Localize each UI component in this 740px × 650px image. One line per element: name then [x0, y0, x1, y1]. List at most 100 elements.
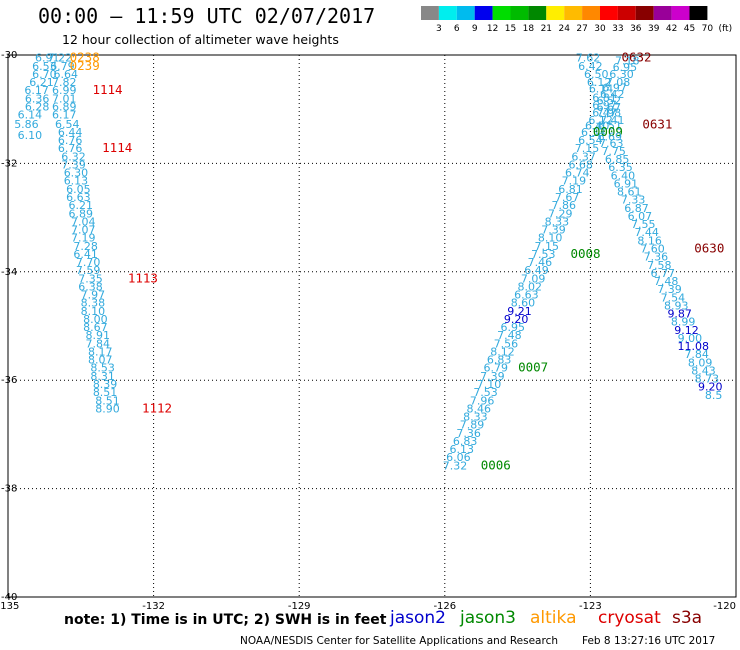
legend-swatch — [582, 6, 600, 20]
wave-height-label: 7.35 — [78, 272, 103, 285]
wave-height-label: 7.33 — [621, 194, 646, 207]
wave-height-label: 7.96 — [470, 394, 495, 407]
wave-height-label: 6.06 — [446, 451, 471, 464]
wave-height-label: 8.09 — [688, 356, 713, 369]
y-tick-label: -30 — [1, 50, 17, 61]
wave-height-label: 6.99 — [52, 84, 77, 97]
y-tick-label: -32 — [1, 158, 17, 169]
wave-height-label: 6.12 — [587, 76, 612, 89]
wave-height-label: 7.58 — [647, 259, 672, 272]
wave-height-label: 6.12 — [588, 114, 613, 127]
data-points: 6.917.2202386.536.7902396.706.646.217.82… — [14, 50, 724, 473]
legend-swatch — [600, 6, 618, 20]
wave-height-label: 7.89 — [460, 419, 485, 432]
wave-height-label: 6.95 — [613, 61, 638, 74]
wave-height-label: 6.79 — [484, 362, 509, 375]
wave-height-label: 6.91 — [35, 52, 60, 65]
y-tick-label: -38 — [1, 484, 17, 495]
wave-height-label: 6.51 — [598, 119, 623, 132]
wave-height-label: 6.40 — [585, 119, 610, 132]
wave-height-label: 6.54 — [578, 134, 603, 147]
wave-height-label: 7.59 — [76, 264, 101, 277]
wave-height-label: 7.36 — [644, 251, 669, 264]
wave-height-label: 6.21 — [69, 199, 94, 212]
legend-label: 36 — [630, 24, 642, 34]
legend-label: 42 — [666, 24, 677, 34]
wave-height-label: 6.87 — [624, 202, 649, 215]
wave-height-label: 6.32 — [61, 150, 86, 163]
page-subtitle: 12 hour collection of altimeter wave hei… — [62, 32, 339, 47]
wave-height-label: 7.39 — [61, 158, 86, 171]
satellite-label-s3a: s3a — [672, 608, 703, 628]
legend-swatch — [635, 6, 654, 20]
wave-height-label: 6.89 — [69, 207, 94, 220]
legend-label: 6 — [454, 24, 460, 34]
wave-height-label: 6.63 — [66, 191, 91, 204]
wave-height-label: 8.39 — [93, 378, 118, 391]
y-tick-label: -34 — [1, 267, 17, 278]
wave-height-label: 7.84 — [684, 348, 709, 361]
wave-height-label: 6.13 — [64, 175, 89, 188]
wave-height-label: 7.82 — [52, 76, 77, 89]
time-label: 1113 — [128, 270, 158, 285]
legend-swatch — [617, 6, 636, 20]
wave-height-label: 6.10 — [18, 129, 43, 142]
wave-height-label: 6.91 — [614, 177, 639, 190]
wave-height-label: 9.12 — [674, 324, 699, 337]
legend-label: 33 — [612, 24, 623, 34]
wave-height-label: 6.30 — [64, 167, 89, 180]
legend-label: 24 — [558, 24, 570, 34]
wave-height-label: 6.36 — [25, 92, 50, 105]
satellite-label-cryosat: cryosat — [598, 608, 661, 628]
wave-height-label: 6.42 — [578, 60, 603, 73]
time-label: 0239 — [70, 58, 100, 73]
wave-height-label: 8.02 — [517, 280, 542, 293]
wave-height-label: 6.76 — [58, 142, 83, 155]
wave-height-label: 6.89 — [52, 100, 77, 113]
wave-height-label: 7.86 — [551, 199, 576, 212]
wave-height-label: 6.44 — [58, 126, 83, 139]
time-label: 0632 — [621, 50, 651, 65]
wave-height-label: 7.75 — [601, 145, 626, 158]
satellite-label-jason2: jason2 — [390, 608, 446, 628]
wave-height-label: 9.20 — [698, 381, 723, 394]
wave-height-label: 6.14 — [18, 109, 43, 122]
time-label: 1112 — [142, 400, 172, 415]
wave-height-label: 8.99 — [671, 316, 696, 329]
time-label: 1114 — [102, 140, 132, 155]
wave-height-label: 6.97 — [602, 82, 627, 95]
legend-label: 9 — [472, 24, 478, 34]
wave-height-label: 6.79 — [50, 60, 75, 73]
time-label: 0630 — [694, 240, 724, 255]
wave-height-label: 6.28 — [25, 100, 50, 113]
footer-timestamp: Feb 8 13:27:16 UTC 2017 — [582, 635, 716, 647]
wave-height-label: 6.35 — [608, 161, 633, 174]
time-label: 0008 — [570, 246, 600, 261]
wave-height-label: 6.21 — [29, 76, 54, 89]
wave-height-label: 8.51 — [95, 394, 120, 407]
wave-height-label: 9.20 — [504, 313, 529, 326]
wave-height-label: 8.91 — [86, 329, 111, 342]
wave-height-label: 6.70 — [32, 68, 57, 81]
plot-frame — [7, 54, 737, 598]
wave-height-label: 7.32 — [443, 459, 468, 472]
wave-height-label: 8.10 — [81, 305, 106, 318]
legend-swatch — [689, 6, 708, 20]
satellite-label-altika: altika — [530, 608, 577, 628]
wave-height-label: 7.15 — [534, 240, 559, 253]
wave-height-label: 7.62 — [576, 52, 601, 65]
legend-swatch — [671, 6, 690, 20]
wave-height-label: 6.95 — [500, 321, 525, 334]
y-tick-label: -36 — [1, 375, 17, 386]
x-tick-label: -129 — [288, 601, 311, 612]
wave-height-label: 7.10 — [477, 378, 502, 391]
wave-height-label: 6.05 — [66, 183, 91, 196]
wave-height-label: 7.09 — [521, 272, 546, 285]
wave-height-label: 6.97 — [592, 99, 617, 112]
legend-swatch — [456, 6, 475, 20]
wave-height-label: 7.54 — [661, 291, 686, 304]
wave-height-label: 6.83 — [453, 435, 478, 448]
legend-label: 15 — [505, 24, 516, 34]
wave-height-label: 6.07 — [628, 210, 653, 223]
